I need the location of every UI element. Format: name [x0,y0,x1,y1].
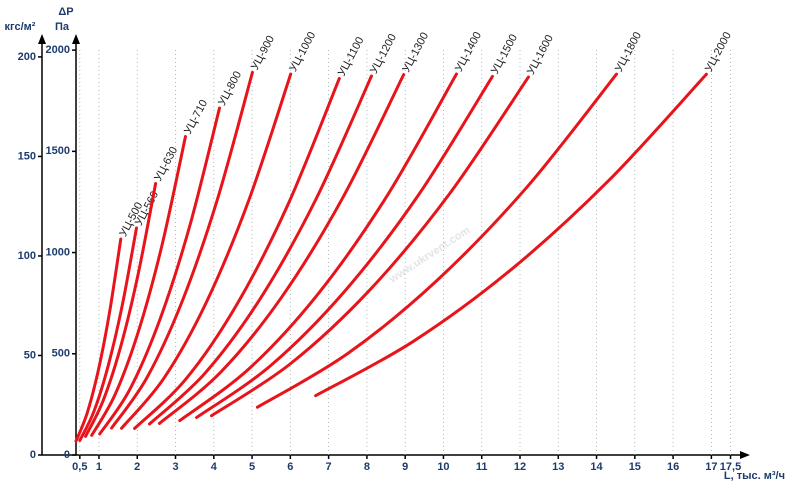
curve [178,72,458,423]
curve-label: УЦ-900 [249,34,277,72]
curve [147,74,373,426]
y-tick-label: 500 [52,348,70,360]
y2-tick-label: 200 [18,51,36,63]
curve [157,73,406,425]
x-tick-label: 17,5 [720,461,741,473]
curve [195,74,494,420]
curve-label: УЦ-1800 [613,30,644,74]
curve [120,72,293,430]
curve-label: УЦ-1400 [453,30,484,74]
y-unit: Па [55,21,70,33]
y2-tick-label: 0 [30,449,36,461]
x-tick-label: 6 [287,461,293,473]
y2-tick-label: 150 [18,150,36,162]
x-arrow [740,451,750,459]
y2-tick-label: 100 [18,250,36,262]
y2-arrow [38,34,46,44]
x-tick-label: 16 [667,461,679,473]
curve [133,76,341,430]
curve-label: УЦ-1600 [525,33,556,77]
x-tick-label: 15 [629,461,641,473]
y-tick-label: 1500 [46,145,70,157]
x-tick-label: 11 [476,461,488,473]
curve [78,226,138,442]
y-tick-label: 1000 [46,246,70,258]
x-tick-label: 14 [590,461,603,473]
curve-label: УЦ-800 [216,69,244,107]
curve-label: УЦ-1000 [287,30,318,74]
x-tick-label: 1 [96,461,102,473]
x-tick-label: 12 [514,461,526,473]
curve [314,72,708,398]
x-tick-label: 13 [552,461,564,473]
curve-label: УЦ-710 [182,98,210,136]
curve [74,237,123,443]
curve [90,135,187,437]
curve [110,70,254,430]
x-tick-label: 4 [211,461,218,473]
curve-label: УЦ-1500 [489,32,520,76]
x-tick-label: 5 [249,461,255,473]
x-tick-label: 8 [364,461,370,473]
curve-label: УЦ-2000 [703,30,734,74]
curve [98,106,222,436]
y-arrow [72,34,80,44]
y-tick-label: 0 [64,449,70,461]
curve-label: УЦ-1300 [400,31,431,75]
y-title: ΔP [58,6,73,18]
y2-tick-label: 50 [24,349,36,361]
x-title: L, тыс. м³/ч [724,470,785,482]
curve [84,182,158,438]
x-tick-label: 3 [172,461,178,473]
curve [255,72,618,409]
curve-label: УЦ-1200 [368,32,399,76]
x-tick-label: 10 [437,461,449,473]
x-tick-label: 7 [326,461,332,473]
x-tick-label: 2 [134,461,140,473]
y2-unit: кгс/м² [5,21,36,33]
curve-label: УЦ-1100 [336,35,367,78]
x-tick-label: 17 [705,461,717,473]
x-tick-label: 0,5 [72,461,87,473]
x-tick-label: 9 [402,461,408,473]
curve [209,75,530,418]
y-tick-label: 2000 [46,44,70,56]
